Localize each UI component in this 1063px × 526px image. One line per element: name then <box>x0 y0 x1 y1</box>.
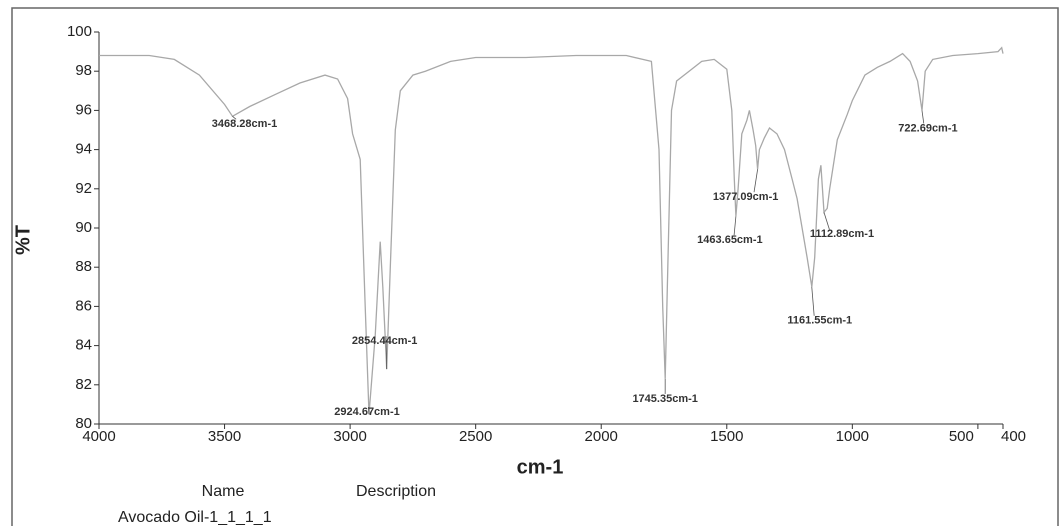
y-tick-label: 94 <box>75 141 92 158</box>
y-tick-label: 92 <box>75 180 92 197</box>
x-axis-title: cm-1 <box>517 456 564 478</box>
y-tick-label: 96 <box>75 101 92 118</box>
table-header: Description <box>356 483 436 500</box>
peak-label: 3468.28cm-1 <box>212 118 277 130</box>
peak-label: 1377.09cm-1 <box>713 191 778 203</box>
y-tick-label: 86 <box>75 297 92 314</box>
y-tick-label: 80 <box>75 415 92 432</box>
x-tick-label: 400 <box>1001 428 1026 445</box>
y-tick-label: 98 <box>75 62 92 79</box>
x-tick-label: 3000 <box>333 428 366 445</box>
y-tick-label: 82 <box>75 376 92 393</box>
annotation-leader <box>753 169 759 193</box>
y-axis-title: %T <box>12 225 34 255</box>
spectrum-line <box>99 46 1004 415</box>
y-tick-label: 100 <box>67 23 92 40</box>
annotation-leader <box>921 110 925 124</box>
x-tick-label: 1500 <box>710 428 743 445</box>
table-header: Name <box>202 483 245 500</box>
peak-label: 1745.35cm-1 <box>632 393 697 405</box>
peak-label: 1161.55cm-1 <box>787 315 852 327</box>
x-tick-label: 2000 <box>585 428 618 445</box>
peak-label: 2854.44cm-1 <box>352 335 417 347</box>
y-tick-label: 88 <box>75 258 92 275</box>
x-tick-label: 1000 <box>836 428 869 445</box>
peak-label: 2924.67cm-1 <box>334 406 399 418</box>
annotation-leader <box>368 406 370 415</box>
peak-label: 722.69cm-1 <box>898 122 957 134</box>
x-tick-label: 3500 <box>208 428 241 445</box>
annotation-leader <box>232 115 237 120</box>
peak-label: 1463.65cm-1 <box>697 234 762 246</box>
annotation-leader <box>823 212 830 230</box>
table-cell: Avocado Oil-1_1_1_1 <box>118 509 272 526</box>
peak-label: 1112.89cm-1 <box>810 228 874 240</box>
y-tick-label: 90 <box>75 219 92 236</box>
annotation-leader <box>811 286 815 316</box>
x-tick-label: 4000 <box>82 428 115 445</box>
x-tick-label: 2500 <box>459 428 492 445</box>
annotation-leader <box>733 216 737 236</box>
annotation-leader <box>385 336 388 370</box>
frame <box>11 7 1059 526</box>
x-tick-label: 500 <box>949 428 974 445</box>
y-tick-label: 84 <box>75 337 92 354</box>
